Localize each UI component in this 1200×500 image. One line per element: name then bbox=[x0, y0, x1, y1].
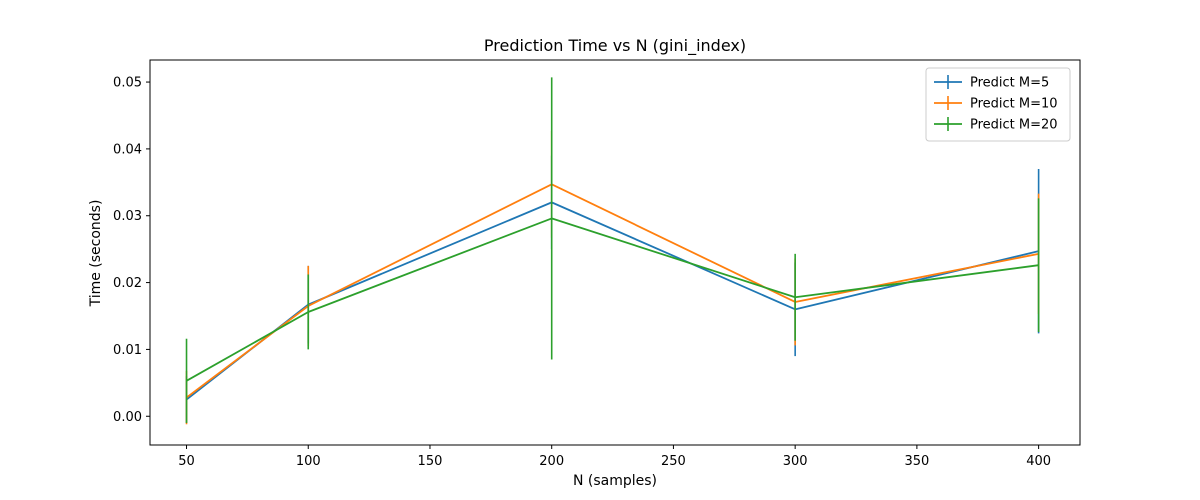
legend-label: Predict M=10 bbox=[970, 97, 1058, 112]
chart-title: Prediction Time vs N (gini_index) bbox=[484, 36, 746, 56]
y-tick-label: 0.03 bbox=[113, 209, 142, 224]
y-tick-label: 0.00 bbox=[113, 410, 142, 425]
legend-box bbox=[925, 67, 1071, 142]
y-tick-label: 0.02 bbox=[113, 276, 142, 291]
y-tick-label: 0.04 bbox=[113, 142, 142, 157]
x-tick-label: 150 bbox=[418, 454, 443, 469]
series-line bbox=[185, 201, 1039, 401]
x-axis-label: N (samples) bbox=[573, 473, 657, 489]
y-tick-label: 0.05 bbox=[113, 76, 142, 91]
x-tick-label: 350 bbox=[904, 454, 929, 469]
legend-label: Predict M=5 bbox=[970, 76, 1049, 91]
plot-frame bbox=[149, 59, 1081, 446]
y-tick-label: 0.01 bbox=[113, 343, 142, 358]
x-tick-label: 100 bbox=[296, 454, 321, 469]
y-axis-label: Time (seconds) bbox=[88, 200, 104, 308]
plot-area: 50 100 150 200 250 300 350 400 0.00 0.01 0.02 0.03 0… bbox=[113, 59, 1081, 469]
series-line bbox=[186, 217, 1039, 382]
x-tick-label: 250 bbox=[661, 454, 686, 469]
x-tick-label: 300 bbox=[783, 454, 808, 469]
x-tick-label: 50 bbox=[178, 454, 195, 469]
x-tick-label: 400 bbox=[1026, 454, 1051, 469]
x-tick-label: 200 bbox=[539, 454, 564, 469]
series-line bbox=[185, 183, 1039, 399]
legend-label: Predict M=20 bbox=[970, 118, 1058, 133]
